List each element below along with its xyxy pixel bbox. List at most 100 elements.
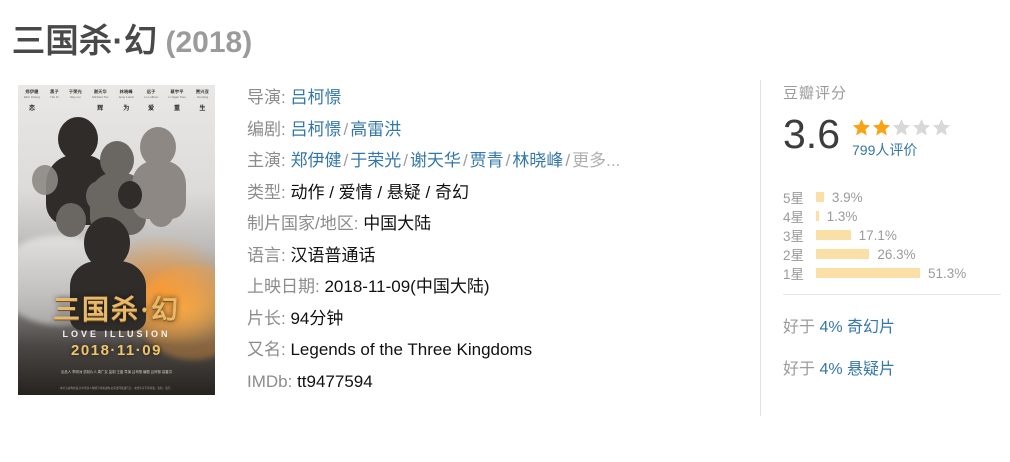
info-row-label: IMDb: [247, 371, 293, 391]
rating-distribution-row: 2星 26.3% [783, 244, 1003, 263]
info-separator: / [462, 151, 468, 170]
info-link[interactable]: 吕柯憬 [290, 88, 342, 107]
poster-cast-name-cn: 黑子 [50, 89, 59, 94]
info-row: 类型: 动作 / 爱情 / 悬疑 / 奇幻 [247, 177, 747, 209]
rating-distribution-label: 1星 [783, 266, 805, 282]
better-than-list: 好于 4% 奇幻片好于 4% 悬疑片 [783, 313, 1003, 379]
info-link[interactable]: 郑伊健 [290, 151, 342, 170]
poster-legal-line: 本片为虚构作品,片中所涉人物情节均属虚构,如有雷同纯属巧合。未经许可不得转载、复… [60, 386, 173, 390]
poster-cast-tagline-char: 重 [174, 105, 181, 112]
poster-cast-tagline-char: · [69, 106, 82, 112]
poster-cast-name-en: Michael Tse [92, 94, 109, 99]
info-row: 片长: 94分钟 [247, 303, 747, 335]
info-separator: / [343, 119, 349, 139]
star-filled-icon[interactable] [872, 118, 891, 137]
rating-distribution-label: 2星 [783, 247, 805, 263]
movie-info-list: 导演: 吕柯憬 编剧: 吕柯憬 / 高雷洪 主演: 郑伊健 / 于荣光 / 谢天华 / 贾青 / 林晓峰… [247, 82, 747, 397]
star-empty-icon[interactable] [912, 118, 931, 137]
better-than-genre[interactable]: 悬疑片 [847, 361, 896, 378]
info-row-label: 又名: [247, 340, 286, 359]
poster-cast-name-cn: 谢天华 [93, 89, 107, 94]
poster-cast-name-en: Jerry Lamb [118, 94, 134, 99]
rating-distribution-percent: 3.9% [831, 189, 863, 205]
poster-cast-name-en: Ekin Cheng [24, 94, 40, 99]
poster-title-cn: 三国杀·幻 [52, 295, 180, 325]
poster-figure [58, 117, 98, 161]
rating-summary: 3.6 799人评价 [783, 113, 1003, 171]
rating-distribution-bar [816, 248, 870, 259]
rating-distribution-bar [816, 191, 824, 202]
star-filled-icon[interactable] [852, 118, 871, 137]
horizontal-divider [783, 294, 1001, 295]
rating-distribution-track: 1.3% [816, 208, 920, 224]
poster-cast-name-en: Lo Lollbon [144, 94, 159, 99]
poster-cast-name-cn: 远子 [146, 89, 156, 94]
rating-score: 3.6 [783, 111, 840, 157]
info-row-label: 片长: [247, 308, 286, 328]
rating-distribution-row: 5星 3.9% [783, 187, 1003, 206]
info-link[interactable]: 吕柯憬 [290, 119, 342, 139]
info-link[interactable]: 于荣光 [350, 151, 402, 170]
poster-cast-credit: 林晓峰 Jerry Lamb 为 [118, 89, 134, 112]
poster-cast-tagline-char: 为 [123, 105, 130, 112]
rating-distribution-percent: 51.3% [928, 265, 967, 281]
info-row-value: tt9477594 [297, 371, 373, 391]
poster-cast-name-cn: 贾兴亚 [195, 89, 209, 94]
info-row-value: 汉语普通话 [290, 245, 376, 265]
better-than-row: 好于 4% 悬疑片 [783, 355, 1003, 379]
info-row: 语言: 汉语普通话 [247, 240, 747, 272]
better-than-genre[interactable]: 奇幻片 [847, 319, 896, 336]
rating-distribution-percent: 26.3% [877, 246, 916, 262]
page-title: 三国杀·幻 (2018) [12, 14, 252, 62]
info-row-value: Legends of the Three Kingdoms [290, 340, 533, 359]
poster-figure [118, 181, 142, 209]
poster-cast-credit: 郑伊健 Ekin Cheng 恋 [24, 89, 40, 112]
info-link[interactable]: 高雷洪 [350, 119, 402, 139]
poster-cast-name-cn: 林晓峰 [119, 89, 133, 94]
rating-distribution-percent: 17.1% [858, 227, 897, 243]
info-row: 又名: Legends of the Three Kingdoms [247, 334, 747, 366]
rating-distribution-label: 4星 [783, 209, 805, 225]
star-empty-icon[interactable] [932, 118, 951, 137]
poster-figure [100, 141, 134, 179]
poster-cast-name-en: Hei Zi [50, 94, 59, 99]
poster-cast-tagline-char: 爱 [148, 105, 155, 112]
rating-distribution-track: 51.3% [816, 266, 966, 281]
poster-cast-credit: 谢天华 Michael Tse 辉 [92, 89, 109, 112]
rating-distribution-percent: 1.3% [826, 208, 858, 224]
better-than-percent: 4% [819, 319, 843, 336]
poster-cast-credit: 贾兴亚 Jia Qing 生 [195, 89, 209, 112]
info-more-link[interactable]: 更多... [572, 151, 621, 170]
poster-cast-name-cn: 于荣光 [68, 89, 83, 94]
rating-distribution-label: 3星 [783, 228, 805, 244]
rating-distribution-label: 5星 [783, 190, 805, 206]
info-separator: / [565, 151, 571, 170]
info-row: IMDb: tt9477594 [247, 366, 747, 398]
info-separator: / [403, 151, 408, 170]
info-row-value: 94分钟 [290, 308, 344, 328]
poster-cast-tagline-char: · [50, 106, 59, 112]
info-link[interactable]: 谢天华 [409, 151, 461, 170]
rating-panel: 豆瓣评分 3.6 799人评价 5星 3.9% 4星 1.3% 3星 17.1% 2星 26.… [783, 82, 1003, 379]
poster-figure [56, 203, 86, 237]
rating-stars [852, 118, 951, 137]
rating-vote-count[interactable]: 799人评价 [852, 142, 918, 158]
movie-title-text: 三国杀·幻 [12, 22, 158, 59]
rating-distribution-bar [816, 267, 920, 278]
better-than-prefix: 好于 [783, 361, 816, 378]
better-than-prefix: 好于 [783, 319, 816, 336]
info-row-label: 制片国家/地区: [247, 214, 359, 233]
info-row-label: 上映日期: [247, 277, 320, 296]
info-link[interactable]: 林晓峰 [512, 151, 564, 170]
poster-cast-name-en: Li Ngan Tiao [168, 94, 186, 99]
star-empty-icon[interactable] [892, 118, 911, 137]
poster-title-en: LOVE ILLUSION [62, 329, 171, 339]
poster-figure [148, 197, 174, 227]
info-link[interactable]: 贾青 [469, 151, 504, 170]
rating-distribution-row: 1星 51.3% [783, 263, 1003, 282]
